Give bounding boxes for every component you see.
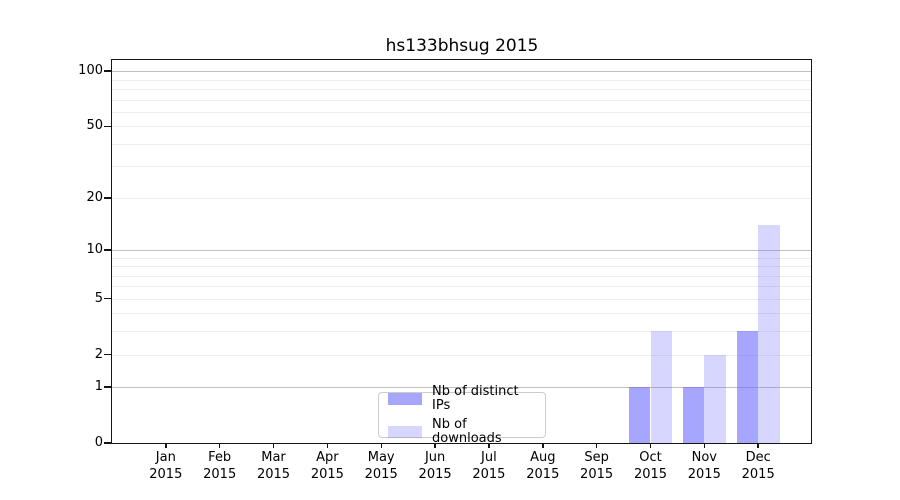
y-tick-label: 50	[86, 118, 103, 134]
gridline-minor	[112, 197, 811, 199]
legend-label-distinct-ips: Nb of distinct IPs	[432, 383, 519, 413]
y-tick	[104, 442, 111, 444]
x-tick	[488, 443, 490, 448]
legend-item-downloads: Nb of downloads	[388, 416, 536, 446]
gridline-minor	[112, 331, 811, 333]
y-tick	[104, 249, 111, 251]
x-tick	[326, 443, 329, 448]
gridline-minor	[112, 79, 811, 81]
x-tick-label: Sep 2015	[580, 450, 614, 482]
bar-oct-downloads	[650, 331, 673, 443]
y-tick-label: 100	[78, 63, 103, 79]
x-tick	[272, 443, 275, 448]
x-tick-label: Aug 2015	[526, 450, 560, 482]
gridline-minor	[112, 266, 811, 267]
y-tick-label: 5	[94, 290, 103, 306]
plot-border	[111, 59, 812, 444]
bar-nov-downloads	[704, 354, 726, 443]
y-tick-label: 2	[94, 346, 103, 362]
gridline-minor	[112, 298, 811, 300]
y-tick-label: 20	[86, 189, 103, 205]
gridline-minor	[112, 257, 811, 259]
x-tick-label: Jul 2015	[472, 450, 506, 482]
bar-dec-downloads	[758, 224, 780, 443]
x-tick	[757, 443, 759, 448]
gridline-minor	[112, 143, 811, 145]
y-tick	[104, 70, 111, 72]
gridline-minor	[112, 313, 811, 315]
legend-item-distinct-ips: Nb of distinct IPs	[388, 383, 536, 413]
x-tick-label: Dec 2015	[741, 450, 775, 482]
x-tick-label: Feb 2015	[203, 450, 237, 482]
x-tick-label: May 2015	[364, 450, 398, 482]
gridline-minor	[112, 166, 811, 168]
x-tick-label: Jun 2015	[418, 450, 452, 482]
x-tick	[542, 443, 544, 448]
legend-swatch-downloads-icon	[388, 425, 422, 438]
y-tick-label: 0	[94, 435, 103, 450]
x-tick	[703, 443, 706, 448]
x-tick-label: Nov 2015	[687, 450, 721, 482]
x-tick-label: Apr 2015	[310, 450, 344, 482]
y-tick	[104, 386, 111, 388]
gridline-major	[112, 387, 811, 389]
bar-dec-distinct-ips	[736, 331, 759, 443]
x-tick-label: Oct 2015	[633, 450, 668, 482]
legend: Nb of distinct IPs Nb of downloads	[378, 384, 546, 445]
gridline-minor	[112, 88, 811, 90]
x-tick	[434, 443, 436, 448]
gridline-minor	[112, 354, 811, 356]
x-tick	[380, 443, 382, 448]
x-tick	[218, 443, 221, 448]
y-tick	[104, 125, 111, 127]
gridline-minor	[112, 275, 811, 277]
y-tick-label: 10	[86, 241, 103, 257]
gridline-major	[112, 249, 811, 251]
legend-swatch-distinct-ips-icon	[388, 392, 422, 405]
gridline-minor	[112, 126, 811, 128]
x-tick-label: Mar 2015	[256, 450, 291, 482]
bar-nov-distinct-ips	[682, 387, 705, 443]
y-tick	[104, 353, 111, 356]
gridline-major	[112, 71, 811, 73]
gridline-minor	[112, 286, 811, 288]
gridline-minor	[112, 99, 811, 101]
bar-oct-distinct-ips	[628, 387, 651, 443]
chart-title: hs133bhsug 2015	[385, 36, 539, 56]
y-tick	[104, 197, 111, 199]
y-tick-label: 1	[94, 379, 103, 395]
legend-label-downloads: Nb of downloads	[432, 416, 502, 446]
x-tick	[649, 443, 652, 448]
y-tick	[104, 297, 111, 300]
gridline-minor	[112, 111, 811, 113]
x-tick	[595, 443, 598, 448]
x-tick	[165, 443, 167, 448]
x-tick-label: Jan 2015	[149, 450, 183, 482]
